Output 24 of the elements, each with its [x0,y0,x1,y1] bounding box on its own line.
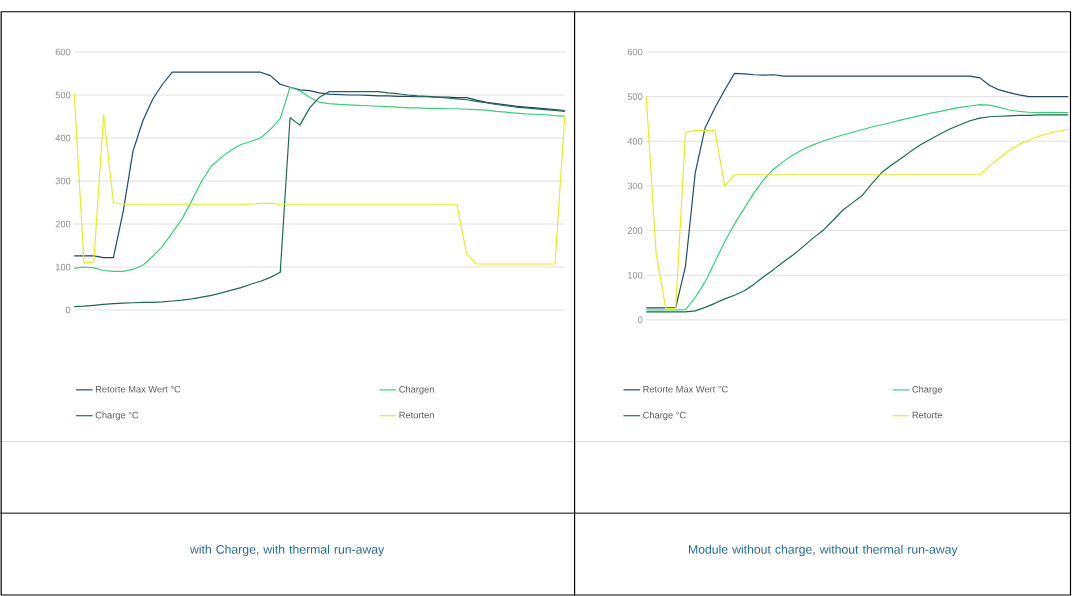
y-tick-label: 100 [627,271,643,279]
legend-label: Retorte [912,411,942,419]
text: Module without charge, without thermal run-away [689,544,958,557]
legend-label: Retorten [399,411,434,419]
y-tick-label: 200 [55,220,71,228]
y-tick-label: 200 [627,227,643,234]
legend-label: Retorte Max Wert °C [95,385,181,393]
y-tick-label: 400 [55,134,71,142]
y-tick-label: 500 [55,91,71,99]
y-tick-label: 600 [55,48,71,56]
legend-label: Chargen [399,385,434,395]
legend-label: Charge °C [643,411,686,421]
legend-label: Retorte Max Wert °C [643,385,728,393]
legend-label: Charge [912,385,942,395]
legend-label: Charge °C [95,411,139,421]
y-tick-label: 0 [65,306,71,314]
y-tick-label: 300 [55,177,71,185]
y-tick-label: 400 [627,137,643,145]
y-tick-label: 500 [627,93,643,100]
text: with Charge, with thermal run-away [189,544,385,557]
y-tick-label: 300 [627,182,643,190]
y-tick-label: 600 [627,48,643,56]
y-tick-label: 0 [637,316,643,324]
y-tick-label: 100 [55,263,71,271]
